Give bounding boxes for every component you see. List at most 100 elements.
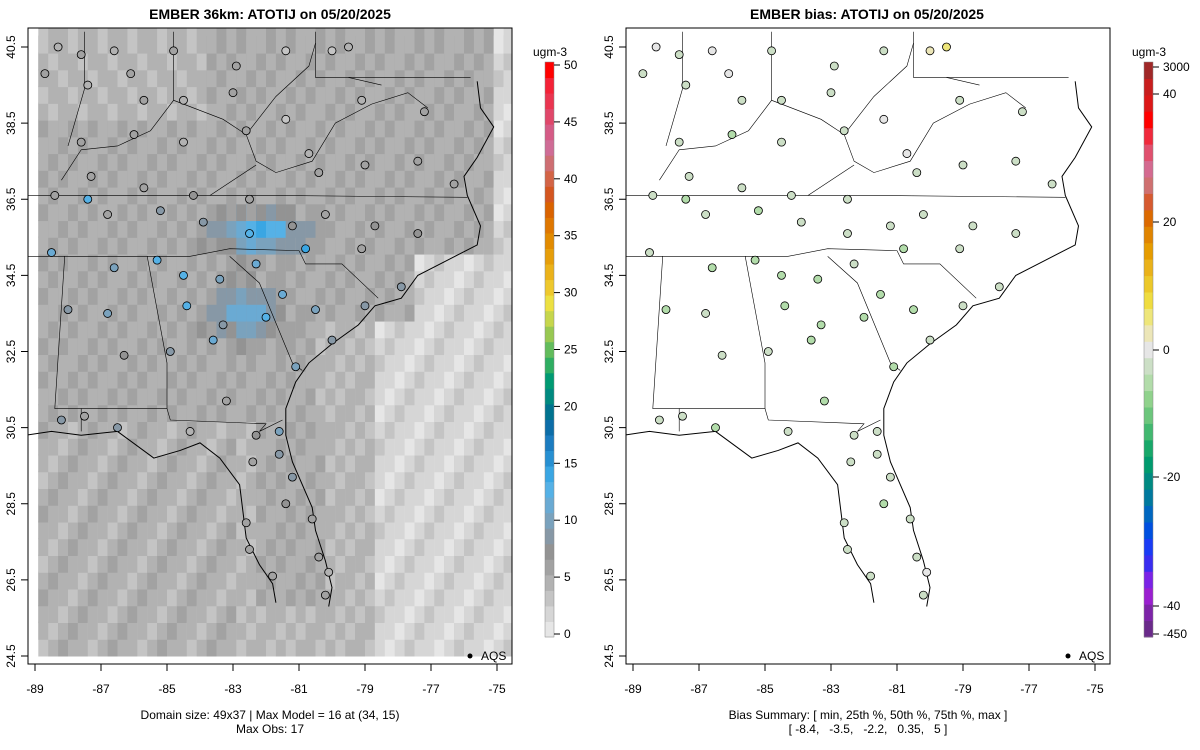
station-marker bbox=[1018, 107, 1027, 117]
station-marker bbox=[994, 282, 1004, 292]
y-tick-label: 38.5 bbox=[4, 111, 18, 135]
model-grid-cell bbox=[514, 488, 544, 523]
state-border bbox=[28, 195, 468, 198]
station-marker bbox=[638, 69, 648, 79]
model-grid-cell bbox=[514, 270, 544, 305]
station-marker bbox=[245, 229, 254, 238]
station-marker bbox=[942, 42, 951, 52]
station-marker bbox=[76, 137, 86, 147]
station-marker bbox=[737, 95, 747, 105]
station-marker bbox=[777, 95, 786, 105]
state-border bbox=[315, 31, 382, 86]
station-marker bbox=[169, 46, 179, 56]
colorbar-swatch bbox=[545, 93, 554, 110]
model-grid-cell bbox=[514, 186, 544, 221]
colorbar-tick-label: 45 bbox=[564, 115, 578, 129]
station-marker bbox=[879, 114, 889, 124]
station-marker bbox=[113, 423, 122, 433]
state-border bbox=[67, 31, 85, 147]
y-tick-label: 40.5 bbox=[602, 35, 616, 59]
colorbar-swatch bbox=[1144, 571, 1153, 589]
station-marker bbox=[419, 107, 429, 117]
x-tick-label: -85 bbox=[158, 682, 176, 696]
station-marker bbox=[327, 335, 337, 345]
right-map-title: EMBER bias: ATOTIJ on 05/20/2025 bbox=[750, 6, 984, 22]
colorbar-unit-label: ugm-3 bbox=[1132, 45, 1166, 59]
state-border bbox=[807, 164, 855, 196]
left-map-panel: -89 -87 -85 -83 -81 -79 -77 -75 24.5 26.5 28.5 30.5… bbox=[4, 27, 578, 696]
colorbar-swatch bbox=[545, 217, 554, 234]
station-marker bbox=[301, 244, 311, 254]
state-border bbox=[652, 256, 680, 432]
model-grid-cell bbox=[514, 438, 544, 473]
legend-label: AQS bbox=[1079, 649, 1104, 663]
colorbar-swatch bbox=[1144, 604, 1153, 622]
station-marker bbox=[274, 427, 284, 436]
station-marker bbox=[780, 301, 790, 311]
station-marker bbox=[218, 320, 228, 330]
station-marker bbox=[281, 46, 291, 56]
colorbar-swatch bbox=[545, 590, 554, 607]
station-marker bbox=[188, 191, 198, 200]
colorbar-tick-label: 50 bbox=[564, 58, 578, 72]
state-border bbox=[659, 92, 1026, 181]
y-tick-label: 26.5 bbox=[4, 568, 18, 592]
right-footer-line2: [ -8.4, -3.5, -2.2, 0.35, 5 ] bbox=[788, 722, 948, 736]
station-marker bbox=[248, 457, 258, 467]
colorbar-swatch bbox=[1144, 489, 1153, 507]
colorbar-swatch bbox=[545, 201, 554, 218]
station-marker bbox=[909, 305, 918, 315]
station-marker bbox=[314, 552, 324, 562]
model-grid-cell bbox=[514, 337, 544, 372]
state-border bbox=[626, 248, 977, 299]
station-marker bbox=[287, 221, 297, 231]
legend-dot-icon bbox=[1065, 653, 1071, 659]
y-tick-label: 40.5 bbox=[4, 35, 18, 59]
colorbar-swatch bbox=[1144, 620, 1153, 638]
model-grid-cell bbox=[514, 220, 544, 255]
station-marker bbox=[839, 518, 849, 528]
model-grid-cell bbox=[514, 170, 544, 205]
station-marker bbox=[886, 472, 895, 482]
colorbar-tick-label: 5 bbox=[564, 570, 571, 584]
station-marker bbox=[678, 411, 687, 421]
model-grid-cell bbox=[514, 404, 544, 439]
state-border bbox=[843, 43, 914, 135]
station-marker bbox=[889, 362, 899, 372]
model-grid-cell bbox=[514, 203, 544, 238]
colorbar-swatch bbox=[1144, 423, 1153, 441]
colorbar-tick-label: 0 bbox=[564, 627, 571, 641]
plot-frame bbox=[27, 27, 513, 665]
station-marker bbox=[314, 168, 324, 178]
station-marker bbox=[783, 427, 793, 436]
station-marker bbox=[396, 282, 406, 292]
colorbar-swatch bbox=[1144, 94, 1153, 112]
station-marker bbox=[139, 183, 149, 193]
station-marker bbox=[922, 567, 932, 577]
station-marker bbox=[816, 320, 826, 330]
station-marker bbox=[684, 172, 694, 181]
colorbar-swatch bbox=[1144, 522, 1153, 539]
station-marker bbox=[119, 350, 129, 360]
station-marker bbox=[179, 270, 188, 280]
station-marker bbox=[86, 172, 96, 181]
state-border bbox=[679, 256, 766, 409]
colorbar-swatch bbox=[545, 434, 554, 452]
x-tick-label: -77 bbox=[422, 682, 440, 696]
station-marker bbox=[327, 46, 337, 56]
state-border bbox=[913, 31, 980, 86]
state-border bbox=[81, 256, 168, 409]
station-marker bbox=[63, 305, 73, 315]
colorbar-swatch bbox=[545, 186, 554, 203]
x-tick-label: -85 bbox=[756, 682, 774, 696]
station-marker bbox=[968, 221, 978, 231]
colorbar-swatch bbox=[545, 77, 554, 94]
station-marker bbox=[281, 499, 291, 509]
colorbar-swatch bbox=[1144, 144, 1153, 162]
colorbar-tick-label: 3000 bbox=[1163, 60, 1190, 74]
x-tick-label: -83 bbox=[224, 682, 242, 696]
station-marker bbox=[139, 95, 149, 105]
station-marker bbox=[413, 229, 423, 238]
y-tick-label: 26.5 bbox=[602, 568, 616, 592]
